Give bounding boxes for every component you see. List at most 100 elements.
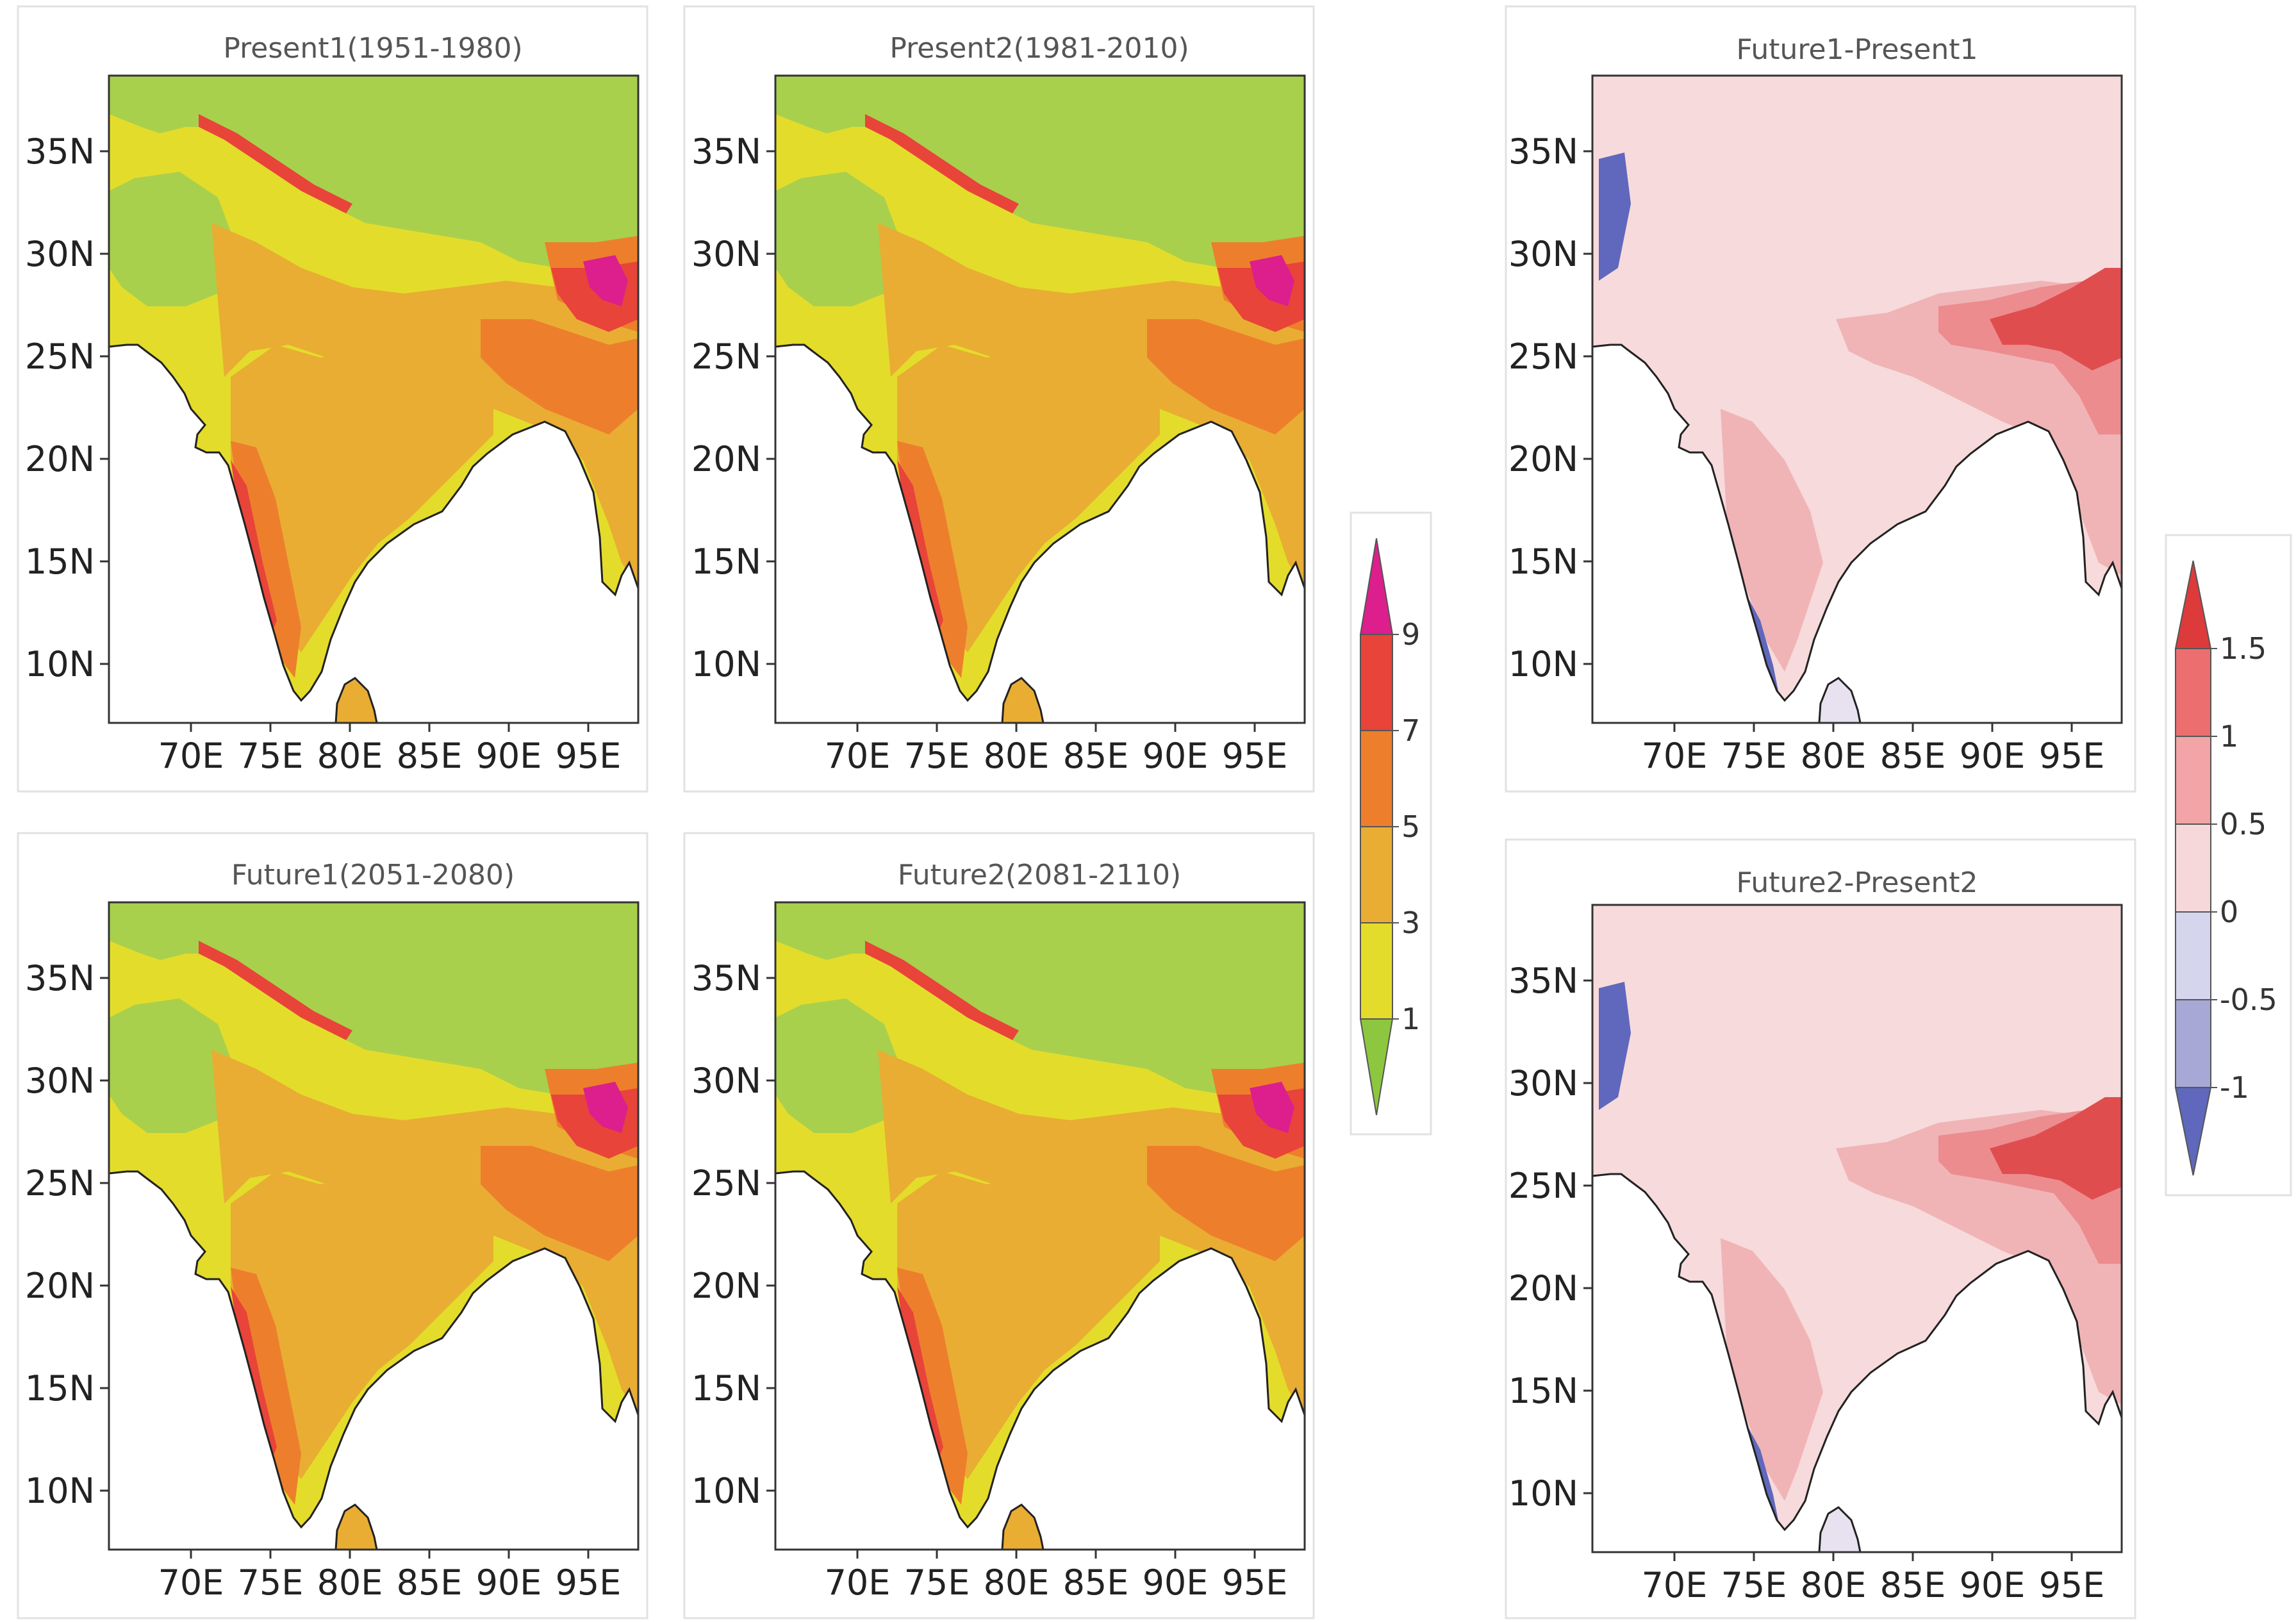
- lon-ticks: 70E 75E 80E 85E 90E 95E: [825, 723, 1288, 776]
- lat-tick-label: 15N: [1508, 542, 1578, 582]
- land-region-north: [775, 76, 1305, 268]
- colorbar-segment: [2175, 999, 2211, 1088]
- lon-tick-label: 90E: [1143, 736, 1209, 776]
- land-region-hot: [897, 460, 943, 640]
- land-region-hot: [199, 941, 352, 1040]
- lon-tick-label: 75E: [238, 1562, 304, 1603]
- lon-tick-label: 70E: [825, 1562, 891, 1603]
- lon-tick-label: 90E: [1143, 1562, 1209, 1603]
- lon-tick-label: 80E: [984, 736, 1050, 776]
- lat-tick-label: 15N: [25, 1368, 95, 1409]
- lon-tick-label: 75E: [904, 1562, 970, 1603]
- colorbar-label: -1: [2220, 1070, 2249, 1105]
- land-region-peak: [583, 1082, 628, 1133]
- land-field: [109, 902, 638, 1550]
- land-region-peak: [583, 255, 628, 306]
- panel-title: Future1-Present1: [1736, 33, 1978, 66]
- map-frame: [1591, 904, 2123, 1553]
- land-region-north: [109, 998, 237, 1133]
- lat-tick-label: 35N: [1508, 131, 1578, 172]
- land-region-peak: [1250, 1082, 1294, 1133]
- map-frame: [108, 74, 640, 724]
- lat-tick-label: 10N: [1508, 644, 1578, 684]
- lat-tick-label: 20N: [1508, 1268, 1578, 1309]
- land-region-hot: [1990, 1097, 2122, 1200]
- lon-tick-label: 85E: [397, 736, 463, 776]
- lon-ticks: 70E 75E 80E 85E 90E 95E: [825, 1550, 1287, 1603]
- colorbar-segments: 1.5 1 0.5 0 -0.5 -1: [2174, 560, 2277, 1176]
- colorbar-arrow-bottom: [2174, 1087, 2212, 1176]
- land-region-north: [109, 902, 638, 1095]
- land-region-mid: [878, 223, 1305, 588]
- lon-ticks: 70E 75E 80E 85E 90E 95E: [1642, 723, 2105, 776]
- colorbar-segments: 9 7 5 3 1: [1359, 538, 1420, 1116]
- lat-tick-label: 25N: [691, 1163, 761, 1204]
- colorbar-difference: 1.5 1 0.5 0 -0.5 -1: [2165, 534, 2292, 1196]
- land-region-peak: [1250, 255, 1294, 306]
- lat-tick-label: 25N: [1508, 336, 1578, 377]
- lat-ticks: 35N 30N 25N 20N 15N 10N: [691, 131, 775, 684]
- land-field: [775, 902, 1305, 1550]
- colorbar-segment: [1360, 634, 1393, 731]
- land-region-north: [775, 998, 904, 1133]
- lon-tick-label: 80E: [984, 1562, 1050, 1603]
- colorbar-label: 0: [2220, 895, 2238, 929]
- lon-tick-label: 80E: [317, 736, 383, 776]
- lon-tick-label: 90E: [476, 736, 542, 776]
- lat-tick-label: 20N: [691, 1266, 761, 1306]
- colorbar-label: 3: [1401, 906, 1420, 940]
- lon-tick-label: 70E: [825, 736, 891, 776]
- map-frame: [774, 74, 1306, 724]
- lon-tick-label: 85E: [1063, 736, 1129, 776]
- lon-tick-label: 75E: [1721, 1565, 1787, 1605]
- lon-tick-label: 95E: [2039, 736, 2105, 776]
- land-region-east: [481, 1146, 638, 1261]
- panel-title: Present1(1951-1980): [223, 32, 522, 65]
- lat-tick-label: 10N: [1508, 1473, 1578, 1514]
- panel-title: Present2(1981-2010): [889, 32, 1189, 65]
- lon-tick-label: 85E: [397, 1562, 463, 1603]
- lat-tick-label: 20N: [25, 439, 95, 479]
- lon-tick-label: 85E: [1880, 1565, 1946, 1605]
- lon-ticks: 70E 75E 80E 85E 90E 95E: [1642, 1552, 2104, 1605]
- land-region-east: [1147, 319, 1305, 434]
- lat-tick-label: 10N: [691, 1471, 761, 1511]
- map-area: 35N 30N 25N 20N 15N 10N 70E 75E 80E 85E 90E 95E: [691, 74, 1306, 776]
- colorbar-label: 7: [1401, 713, 1420, 748]
- land-region-hot: [897, 1287, 943, 1466]
- lat-tick-label: 15N: [1508, 1371, 1578, 1411]
- lat-tick-label: 30N: [691, 234, 761, 274]
- colorbar-label: 9: [1401, 617, 1420, 652]
- lon-tick-label: 70E: [1642, 736, 1708, 776]
- panel-present2: Present2(1981-2010) 35N 30N 25N 20N 15N 10N 7…: [683, 5, 1315, 793]
- land-region-north: [109, 172, 237, 306]
- lon-tick-label: 70E: [1642, 1565, 1708, 1605]
- map-area: 35N 30N 25N 20N 15N 10N 70E 75E 80E 85E 90E 95E: [1508, 904, 2123, 1605]
- lat-tick-label: 10N: [691, 644, 761, 684]
- lat-tick-label: 35N: [25, 131, 95, 172]
- lat-ticks: 35N 30N 25N 20N 15N 10N: [25, 958, 109, 1511]
- land-region-hot: [231, 460, 277, 640]
- land-region-hot: [865, 114, 1019, 213]
- colorbar-segment: [2175, 823, 2211, 913]
- map-frame: [774, 901, 1306, 1551]
- colorbar-label: 1: [1401, 1002, 1420, 1036]
- lon-tick-label: 95E: [1222, 736, 1288, 776]
- lon-tick-label: 95E: [556, 1562, 622, 1603]
- colorbar-segment: [2175, 648, 2211, 737]
- land-region-mid: [878, 1050, 1305, 1415]
- lon-ticks: 70E 75E 80E 85E 90E 95E: [158, 723, 621, 776]
- land-region-hot: [231, 1287, 277, 1466]
- lat-tick-label: 25N: [25, 336, 95, 377]
- lon-tick-label: 90E: [1960, 736, 2026, 776]
- colorbar-segment: [1360, 826, 1393, 923]
- lat-tick-label: 20N: [25, 1266, 95, 1306]
- land-field: [109, 76, 638, 723]
- lon-tick-label: 80E: [1801, 1565, 1867, 1605]
- lat-tick-label: 30N: [1508, 234, 1578, 274]
- colorbar-segment: [2175, 736, 2211, 825]
- lon-tick-label: 80E: [1801, 736, 1867, 776]
- colorbar-absolute: 9 7 5 3 1: [1350, 511, 1432, 1136]
- lon-tick-label: 85E: [1063, 1562, 1129, 1603]
- land-region-east: [481, 319, 638, 434]
